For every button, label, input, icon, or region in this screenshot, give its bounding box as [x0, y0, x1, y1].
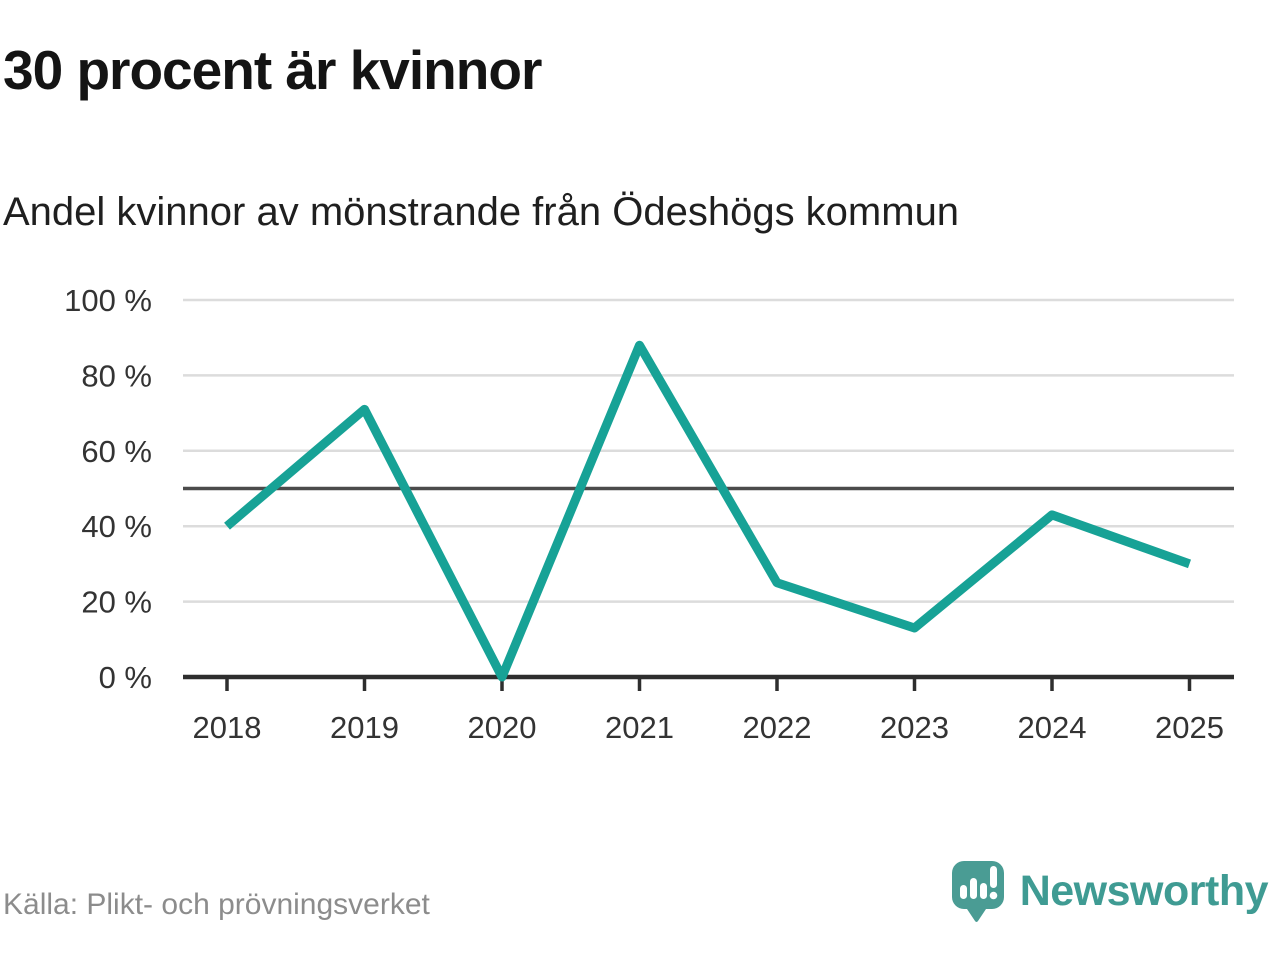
newsworthy-speech-bubble-chart-icon: [951, 861, 1004, 922]
x-axis-tick-label: 2019: [330, 710, 399, 745]
y-axis-tick-label: 100 %: [64, 283, 152, 318]
x-axis-tick-label: 2023: [880, 710, 949, 745]
newsworthy-logo-text: Newsworthy: [1019, 866, 1269, 915]
bar-tall: [969, 878, 977, 899]
newsworthy-logo: Newsworthy: [950, 858, 1269, 924]
y-axis-tick-label: 0 %: [99, 660, 152, 695]
x-axis-tick-label: 2020: [468, 710, 537, 745]
y-axis-tick-label: 80 %: [81, 358, 152, 393]
y-axis-tick-label: 40 %: [81, 509, 152, 544]
data-line-andel-kvinnor: [224, 340, 1192, 682]
y-axis-tick-label: 60 %: [81, 434, 152, 469]
line-chart: 0 % 20 % 40 % 60 % 80 % 100 % 2018 2019 2020 2021…: [64, 283, 1234, 745]
x-axis-tick-label: 2021: [605, 710, 674, 745]
page-title: 30 procent är kvinnor: [3, 39, 542, 101]
chart-subtitle: Andel kvinnor av mönstrande från Ödeshög…: [3, 190, 960, 234]
source-note: Källa: Plikt- och prövningsverket: [3, 888, 430, 921]
x-axis-tick-label: 2024: [1018, 710, 1087, 745]
x-axis-tick-label: 2025: [1155, 710, 1224, 745]
bar-medium: [979, 883, 987, 899]
x-axis-tick-label: 2018: [193, 710, 262, 745]
exclamation-dot: [989, 891, 998, 900]
exclamation-bar: [989, 866, 997, 888]
bar-small: [959, 885, 967, 899]
x-axis-tick-label: 2022: [743, 710, 812, 745]
y-axis-tick-label: 20 %: [81, 585, 152, 620]
